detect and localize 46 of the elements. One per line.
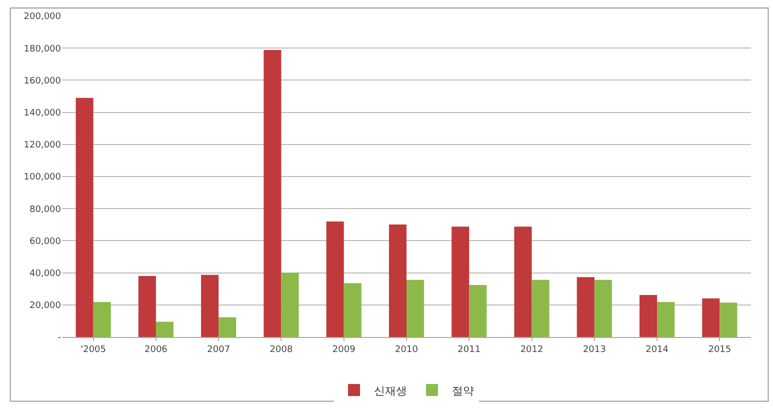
bar bbox=[514, 226, 532, 337]
x-tick-label: 2006 bbox=[144, 344, 168, 355]
bar bbox=[218, 317, 236, 337]
bar bbox=[640, 294, 658, 337]
x-tick-label: 2013 bbox=[582, 344, 606, 355]
bar bbox=[406, 280, 424, 337]
bar bbox=[657, 302, 675, 337]
bar bbox=[93, 302, 111, 337]
bar bbox=[720, 302, 738, 337]
y-tick-label: 20,000 bbox=[30, 301, 62, 312]
y-tick-label: 100,000 bbox=[24, 172, 62, 183]
legend-label: 절약 bbox=[452, 384, 474, 398]
bar bbox=[452, 226, 470, 337]
x-tick-label: 2009 bbox=[332, 344, 356, 355]
bar bbox=[576, 277, 594, 337]
y-tick-label: 60,000 bbox=[30, 236, 62, 247]
bar bbox=[264, 50, 282, 337]
x-tick-label: 2015 bbox=[708, 344, 732, 355]
bar bbox=[388, 224, 406, 337]
y-tick-label: 200,000 bbox=[24, 12, 62, 22]
y-tick-label: 80,000 bbox=[30, 204, 62, 215]
bar bbox=[138, 276, 156, 337]
x-tick-label: 2010 bbox=[395, 344, 418, 355]
y-tick-label: 180,000 bbox=[24, 44, 62, 54]
x-tick-label: 2008 bbox=[270, 344, 293, 355]
legend-label: 신재생 bbox=[374, 384, 407, 398]
bar bbox=[201, 274, 219, 337]
y-tick-label: 160,000 bbox=[24, 76, 62, 86]
x-tick-label: 2007 bbox=[207, 344, 230, 355]
bar bbox=[702, 298, 720, 337]
y-tick-label: 120,000 bbox=[24, 140, 62, 151]
x-tick-label: 2014 bbox=[646, 344, 669, 355]
bar bbox=[281, 272, 299, 337]
y-tick-label: - bbox=[58, 333, 61, 344]
bar bbox=[469, 285, 487, 337]
bar bbox=[344, 283, 362, 337]
y-tick-label: 140,000 bbox=[24, 108, 62, 118]
x-tick-label: 2011 bbox=[458, 344, 481, 355]
bar bbox=[326, 221, 344, 337]
y-tick-label: 40,000 bbox=[30, 268, 62, 279]
bar bbox=[532, 280, 550, 337]
x-tick-label: '2005 bbox=[80, 344, 106, 355]
bar bbox=[76, 98, 94, 337]
x-tick-label: 2012 bbox=[520, 344, 544, 355]
bar bbox=[594, 280, 612, 337]
bar bbox=[156, 322, 174, 337]
